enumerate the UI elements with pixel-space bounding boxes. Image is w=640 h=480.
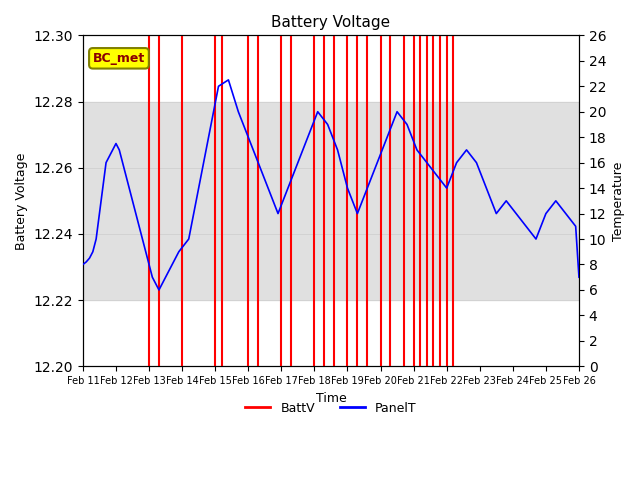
Text: BC_met: BC_met: [93, 52, 145, 65]
Legend: BattV, PanelT: BattV, PanelT: [240, 396, 422, 420]
Bar: [83, 102, 579, 300]
Y-axis label: Battery Voltage: Battery Voltage: [15, 152, 28, 250]
Y-axis label: Temperature: Temperature: [612, 161, 625, 240]
X-axis label: Time: Time: [316, 392, 346, 405]
Title: Battery Voltage: Battery Voltage: [271, 15, 390, 30]
